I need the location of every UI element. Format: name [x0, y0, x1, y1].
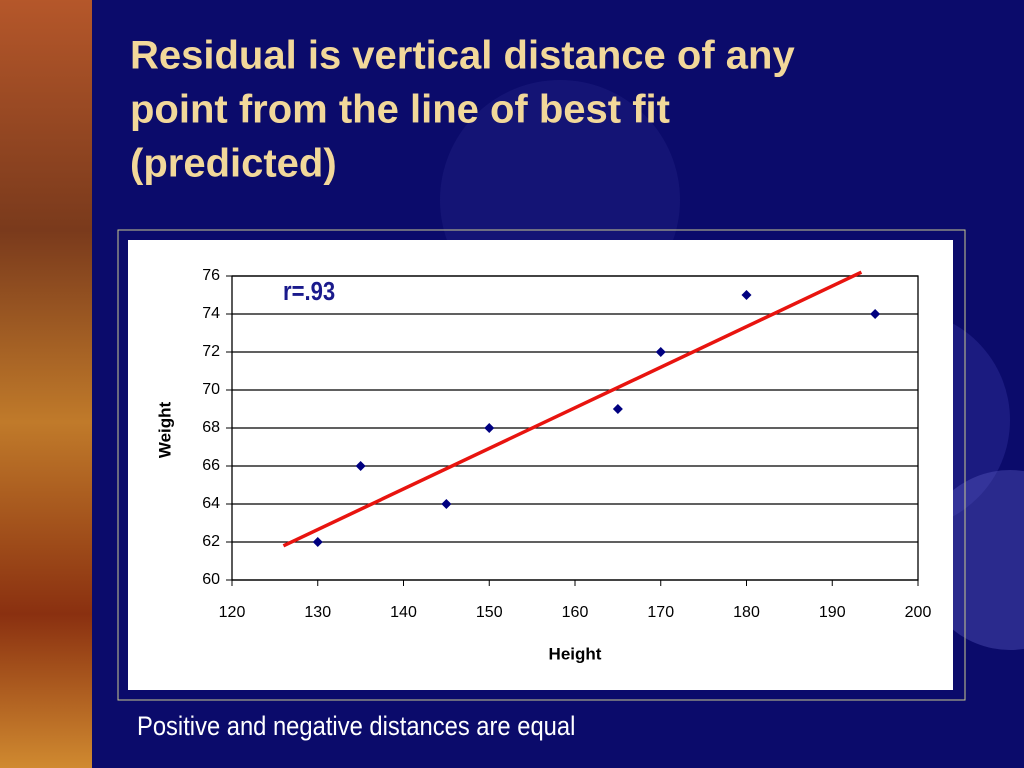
chart-area: [128, 240, 953, 690]
plot-border: [231, 275, 919, 581]
y-tick-label: 60: [202, 571, 220, 588]
data-point: [655, 347, 666, 357]
y-tick-label: 62: [202, 533, 220, 550]
data-point: [484, 423, 495, 433]
y-tick-label: 72: [202, 343, 220, 360]
data-point: [312, 537, 323, 547]
x-tick-label: 200: [905, 604, 932, 621]
x-tick-label: 160: [562, 604, 589, 621]
plot: 60 62 64 66 68 70 72 74 76 120 130 140 150 160 170 180 1…: [202, 267, 931, 621]
decorative-strip: [0, 0, 92, 768]
x-tick-label: 140: [390, 604, 417, 621]
x-tick-label: 120: [219, 604, 246, 621]
x-tick-label: 150: [476, 604, 503, 621]
data-point: [870, 309, 881, 319]
title-line: (predicted): [130, 142, 337, 186]
y-tick-label: 64: [202, 495, 220, 512]
data-point: [441, 499, 452, 509]
title-line: point from the line of best fit: [130, 88, 670, 132]
x-tick-label: 180: [733, 604, 760, 621]
y-tick-label: 74: [202, 305, 220, 322]
x-tick-label: 190: [819, 604, 846, 621]
caption: Positive and negative distances are equa…: [137, 712, 575, 742]
annotation: r=.93: [283, 277, 335, 306]
y-tick-label: 70: [202, 381, 220, 398]
y-tick-label: 68: [202, 419, 220, 436]
title: Residual is vertical distance of any poi…: [130, 34, 795, 186]
chart-frame: [117, 229, 966, 701]
y-tick-label: 66: [202, 457, 220, 474]
data-point: [355, 461, 366, 471]
trend-line: [282, 270, 863, 548]
x-tick-label: 170: [647, 604, 674, 621]
title-line: Residual is vertical distance of any: [130, 34, 795, 78]
y-tick-label: 76: [202, 267, 220, 284]
y-axis-label: Weight: [155, 401, 174, 458]
data-point: [612, 404, 623, 414]
x-axis-label: Height: [549, 644, 602, 663]
data-point: [741, 290, 752, 300]
x-tick-label: 130: [304, 604, 331, 621]
